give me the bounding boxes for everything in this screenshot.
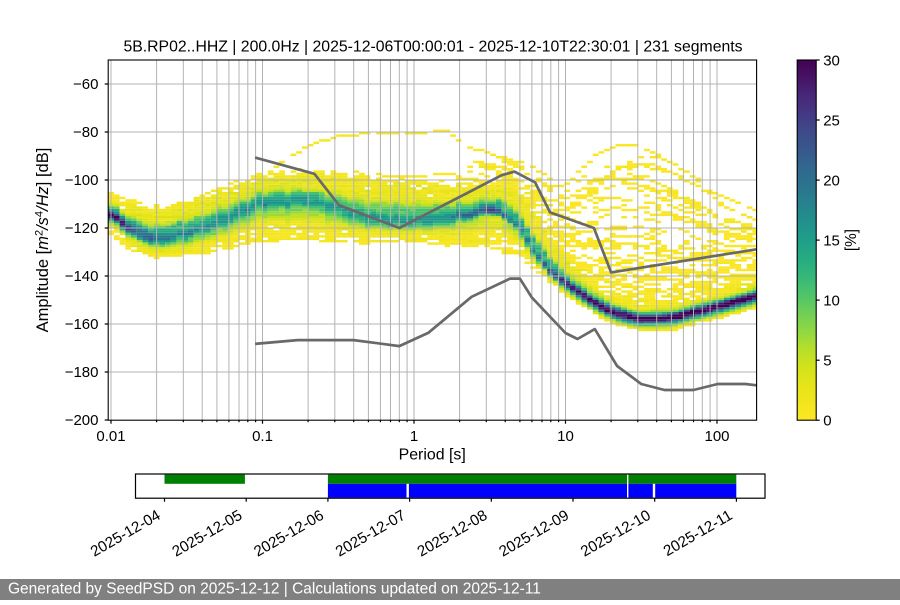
svg-text:1: 1 (410, 428, 418, 445)
svg-text:15: 15 (823, 233, 840, 250)
svg-text:Amplitude [m2/s4/Hz] [dB]: Amplitude [m2/s4/Hz] [dB] (34, 148, 53, 333)
svg-text:10: 10 (557, 428, 574, 445)
svg-text:100: 100 (704, 428, 729, 445)
svg-text:−160: −160 (65, 316, 99, 333)
svg-text:[%]: [%] (843, 229, 860, 251)
svg-text:25: 25 (823, 113, 840, 130)
svg-text:30: 30 (823, 53, 840, 70)
svg-text:20: 20 (823, 173, 840, 190)
svg-text:0: 0 (823, 413, 831, 430)
svg-text:−60: −60 (73, 76, 98, 93)
svg-text:0.1: 0.1 (252, 428, 273, 445)
svg-text:5B.RP02..HHZ | 200.0Hz | 2025-: 5B.RP02..HHZ | 200.0Hz | 2025-12-06T00:0… (123, 39, 742, 56)
svg-text:−200: −200 (65, 412, 99, 429)
svg-text:0.01: 0.01 (96, 428, 125, 445)
svg-text:−100: −100 (65, 172, 99, 189)
svg-text:−180: −180 (65, 364, 99, 381)
svg-text:Generated by SeedPSD on 2025-1: Generated by SeedPSD on 2025-12-12 | Cal… (8, 581, 541, 598)
svg-text:Period [s]: Period [s] (399, 447, 466, 464)
svg-text:10: 10 (823, 293, 840, 310)
svg-text:−80: −80 (73, 124, 98, 141)
svg-text:−120: −120 (65, 220, 99, 237)
svg-text:5: 5 (823, 353, 831, 370)
svg-text:−140: −140 (65, 268, 99, 285)
